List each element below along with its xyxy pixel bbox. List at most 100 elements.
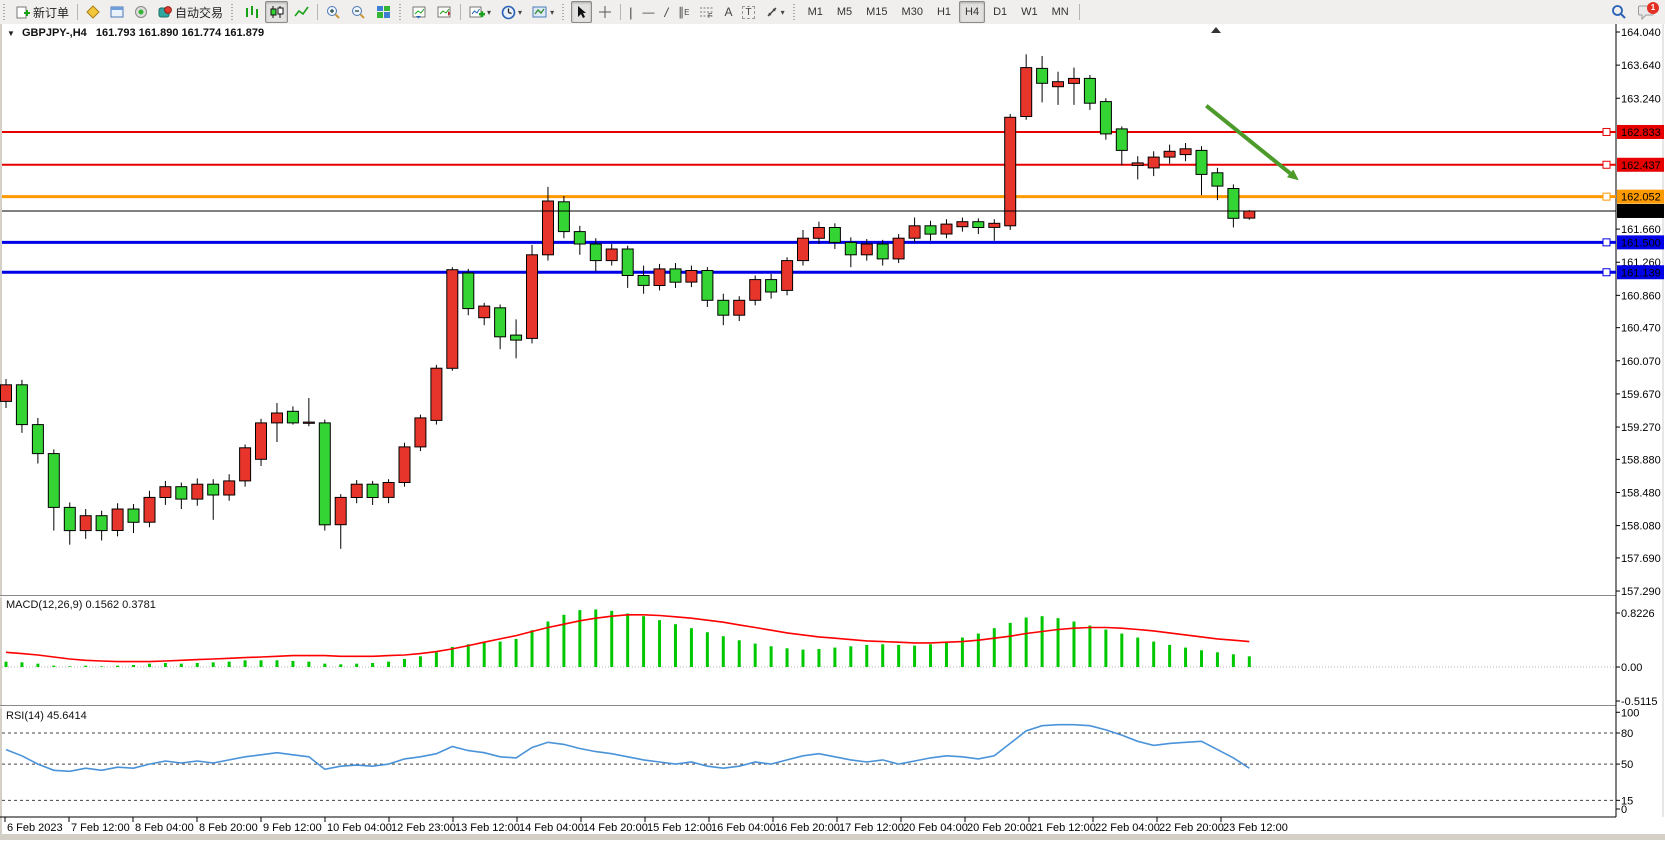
candle bbox=[271, 412, 283, 424]
chat-button[interactable]: 1 bbox=[1638, 2, 1659, 20]
candle bbox=[382, 482, 395, 498]
horizontal-line-tool[interactable]: — bbox=[642, 5, 655, 19]
timeframe-h4[interactable]: H4 bbox=[959, 1, 986, 23]
candle bbox=[1131, 162, 1144, 166]
svg-text:23 Feb 12:00: 23 Feb 12:00 bbox=[1223, 822, 1288, 834]
timeframe-m15[interactable]: M15 bbox=[866, 6, 888, 18]
arrows-tool[interactable]: ▾ bbox=[761, 1, 789, 23]
candlestick-icon bbox=[269, 5, 284, 19]
auto-trading-button[interactable]: 自动交易 bbox=[154, 1, 227, 23]
candle bbox=[1083, 77, 1096, 104]
candle bbox=[1211, 172, 1224, 187]
svg-text:161.660: 161.660 bbox=[1621, 224, 1661, 236]
zoom-out-button[interactable] bbox=[347, 1, 370, 23]
chart-plot-area[interactable]: 164.040 163.640 163.240 161.660 161.260 160.8… bbox=[0, 24, 1665, 840]
candle bbox=[876, 243, 889, 260]
candle bbox=[207, 483, 220, 496]
zoom-in-button[interactable] bbox=[322, 1, 345, 23]
svg-text:-0.5115: -0.5115 bbox=[1621, 696, 1658, 708]
vertical-line-tool[interactable]: | bbox=[629, 4, 633, 20]
cascade-charts-icon bbox=[437, 5, 452, 19]
crosshair-button[interactable] bbox=[594, 1, 616, 23]
text-label-icon: T bbox=[742, 5, 755, 19]
svg-text:16 Feb 04:00: 16 Feb 04:00 bbox=[711, 822, 776, 834]
cursor-button[interactable] bbox=[571, 1, 593, 23]
text-label-tool[interactable]: T bbox=[738, 1, 758, 23]
svg-text:7 Feb 12:00: 7 Feb 12:00 bbox=[71, 822, 130, 834]
candle bbox=[0, 384, 12, 402]
bar-chart-button[interactable] bbox=[240, 1, 263, 23]
new-chart-button[interactable]: ▾ bbox=[465, 1, 495, 23]
market-watch-button[interactable] bbox=[82, 1, 104, 23]
candle bbox=[1163, 150, 1176, 158]
chart-ohlc: 161.793 161.890 161.774 161.879 bbox=[95, 27, 265, 39]
candle bbox=[1020, 67, 1033, 117]
candle bbox=[159, 486, 172, 499]
tile-windows-button[interactable] bbox=[372, 1, 395, 23]
candle bbox=[972, 221, 985, 228]
cascade-charts-button[interactable] bbox=[433, 1, 456, 23]
svg-text:16 Feb 20:00: 16 Feb 20:00 bbox=[775, 822, 840, 834]
svg-text:162.437: 162.437 bbox=[1621, 160, 1661, 172]
svg-text:163.640: 163.640 bbox=[1621, 60, 1661, 72]
timeframe-d1[interactable]: D1 bbox=[993, 6, 1008, 18]
svg-text:160.070: 160.070 bbox=[1621, 356, 1661, 368]
channel-tool[interactable]: ∥ E bbox=[678, 5, 690, 19]
svg-text:163.240: 163.240 bbox=[1621, 93, 1661, 105]
candle bbox=[828, 227, 841, 243]
svg-text:161.500: 161.500 bbox=[1621, 237, 1661, 249]
timeframe-m30[interactable]: M30 bbox=[901, 6, 923, 18]
candle bbox=[191, 483, 204, 500]
templates-button[interactable]: ▾ bbox=[528, 1, 558, 23]
svg-text:157.290: 157.290 bbox=[1621, 586, 1661, 598]
candle bbox=[1099, 101, 1112, 135]
candle bbox=[255, 422, 267, 460]
timeframe-w1[interactable]: W1 bbox=[1021, 6, 1038, 18]
rsi-indicator-label: RSI(14) 45.6414 bbox=[6, 710, 87, 722]
timeframe-mn[interactable]: MN bbox=[1051, 6, 1069, 18]
timeframe-m1[interactable]: M1 bbox=[807, 6, 823, 18]
candle bbox=[1036, 67, 1049, 84]
bar-chart-icon bbox=[244, 5, 259, 19]
candle bbox=[573, 231, 586, 245]
zoom-out-icon bbox=[351, 5, 366, 20]
candle bbox=[47, 453, 60, 508]
svg-text:157.690: 157.690 bbox=[1621, 553, 1661, 565]
text-tool[interactable]: A bbox=[724, 5, 733, 19]
svg-text:50: 50 bbox=[1621, 759, 1633, 771]
svg-text:13 Feb 12:00: 13 Feb 12:00 bbox=[455, 822, 520, 834]
rsi-line bbox=[5, 723, 1250, 773]
chart-title-dropdown-icon[interactable]: ▼ bbox=[7, 29, 15, 38]
periods-button[interactable]: ▾ bbox=[497, 1, 526, 23]
search-button[interactable] bbox=[1607, 1, 1631, 23]
arrange-charts-icon bbox=[412, 5, 427, 19]
arrange-charts-button[interactable] bbox=[408, 1, 431, 23]
trend-arrow[interactable] bbox=[1205, 104, 1299, 181]
candle bbox=[621, 248, 634, 276]
candle bbox=[350, 483, 363, 499]
candle bbox=[781, 260, 794, 291]
timeframe-m5[interactable]: M5 bbox=[836, 6, 853, 18]
candles bbox=[0, 54, 1256, 549]
macd-signal-line bbox=[5, 613, 1250, 663]
candle bbox=[1243, 210, 1256, 219]
chat-badge: 1 bbox=[1647, 2, 1659, 14]
candle bbox=[95, 515, 108, 532]
candle bbox=[892, 237, 905, 260]
svg-text:158.480: 158.480 bbox=[1621, 487, 1661, 499]
svg-text:80: 80 bbox=[1621, 728, 1633, 740]
fibonacci-tool[interactable]: F bbox=[695, 1, 718, 23]
candle bbox=[956, 221, 969, 228]
candlestick-button[interactable] bbox=[265, 1, 289, 23]
horizontal-lines bbox=[2, 127, 1616, 277]
candle bbox=[239, 447, 252, 482]
data-window-button[interactable] bbox=[106, 1, 128, 23]
timeframe-h1[interactable]: H1 bbox=[936, 6, 952, 18]
line-chart-button[interactable] bbox=[290, 1, 313, 23]
svg-text:160.860: 160.860 bbox=[1621, 290, 1661, 302]
new-order-button[interactable]: 新订单 bbox=[12, 1, 73, 23]
macd-indicator-label: MACD(12,26,9) 0.1562 0.3781 bbox=[6, 599, 156, 611]
trendline-tool[interactable]: / bbox=[664, 4, 669, 20]
svg-text:162.052: 162.052 bbox=[1621, 192, 1661, 204]
navigator-button[interactable] bbox=[130, 1, 152, 23]
